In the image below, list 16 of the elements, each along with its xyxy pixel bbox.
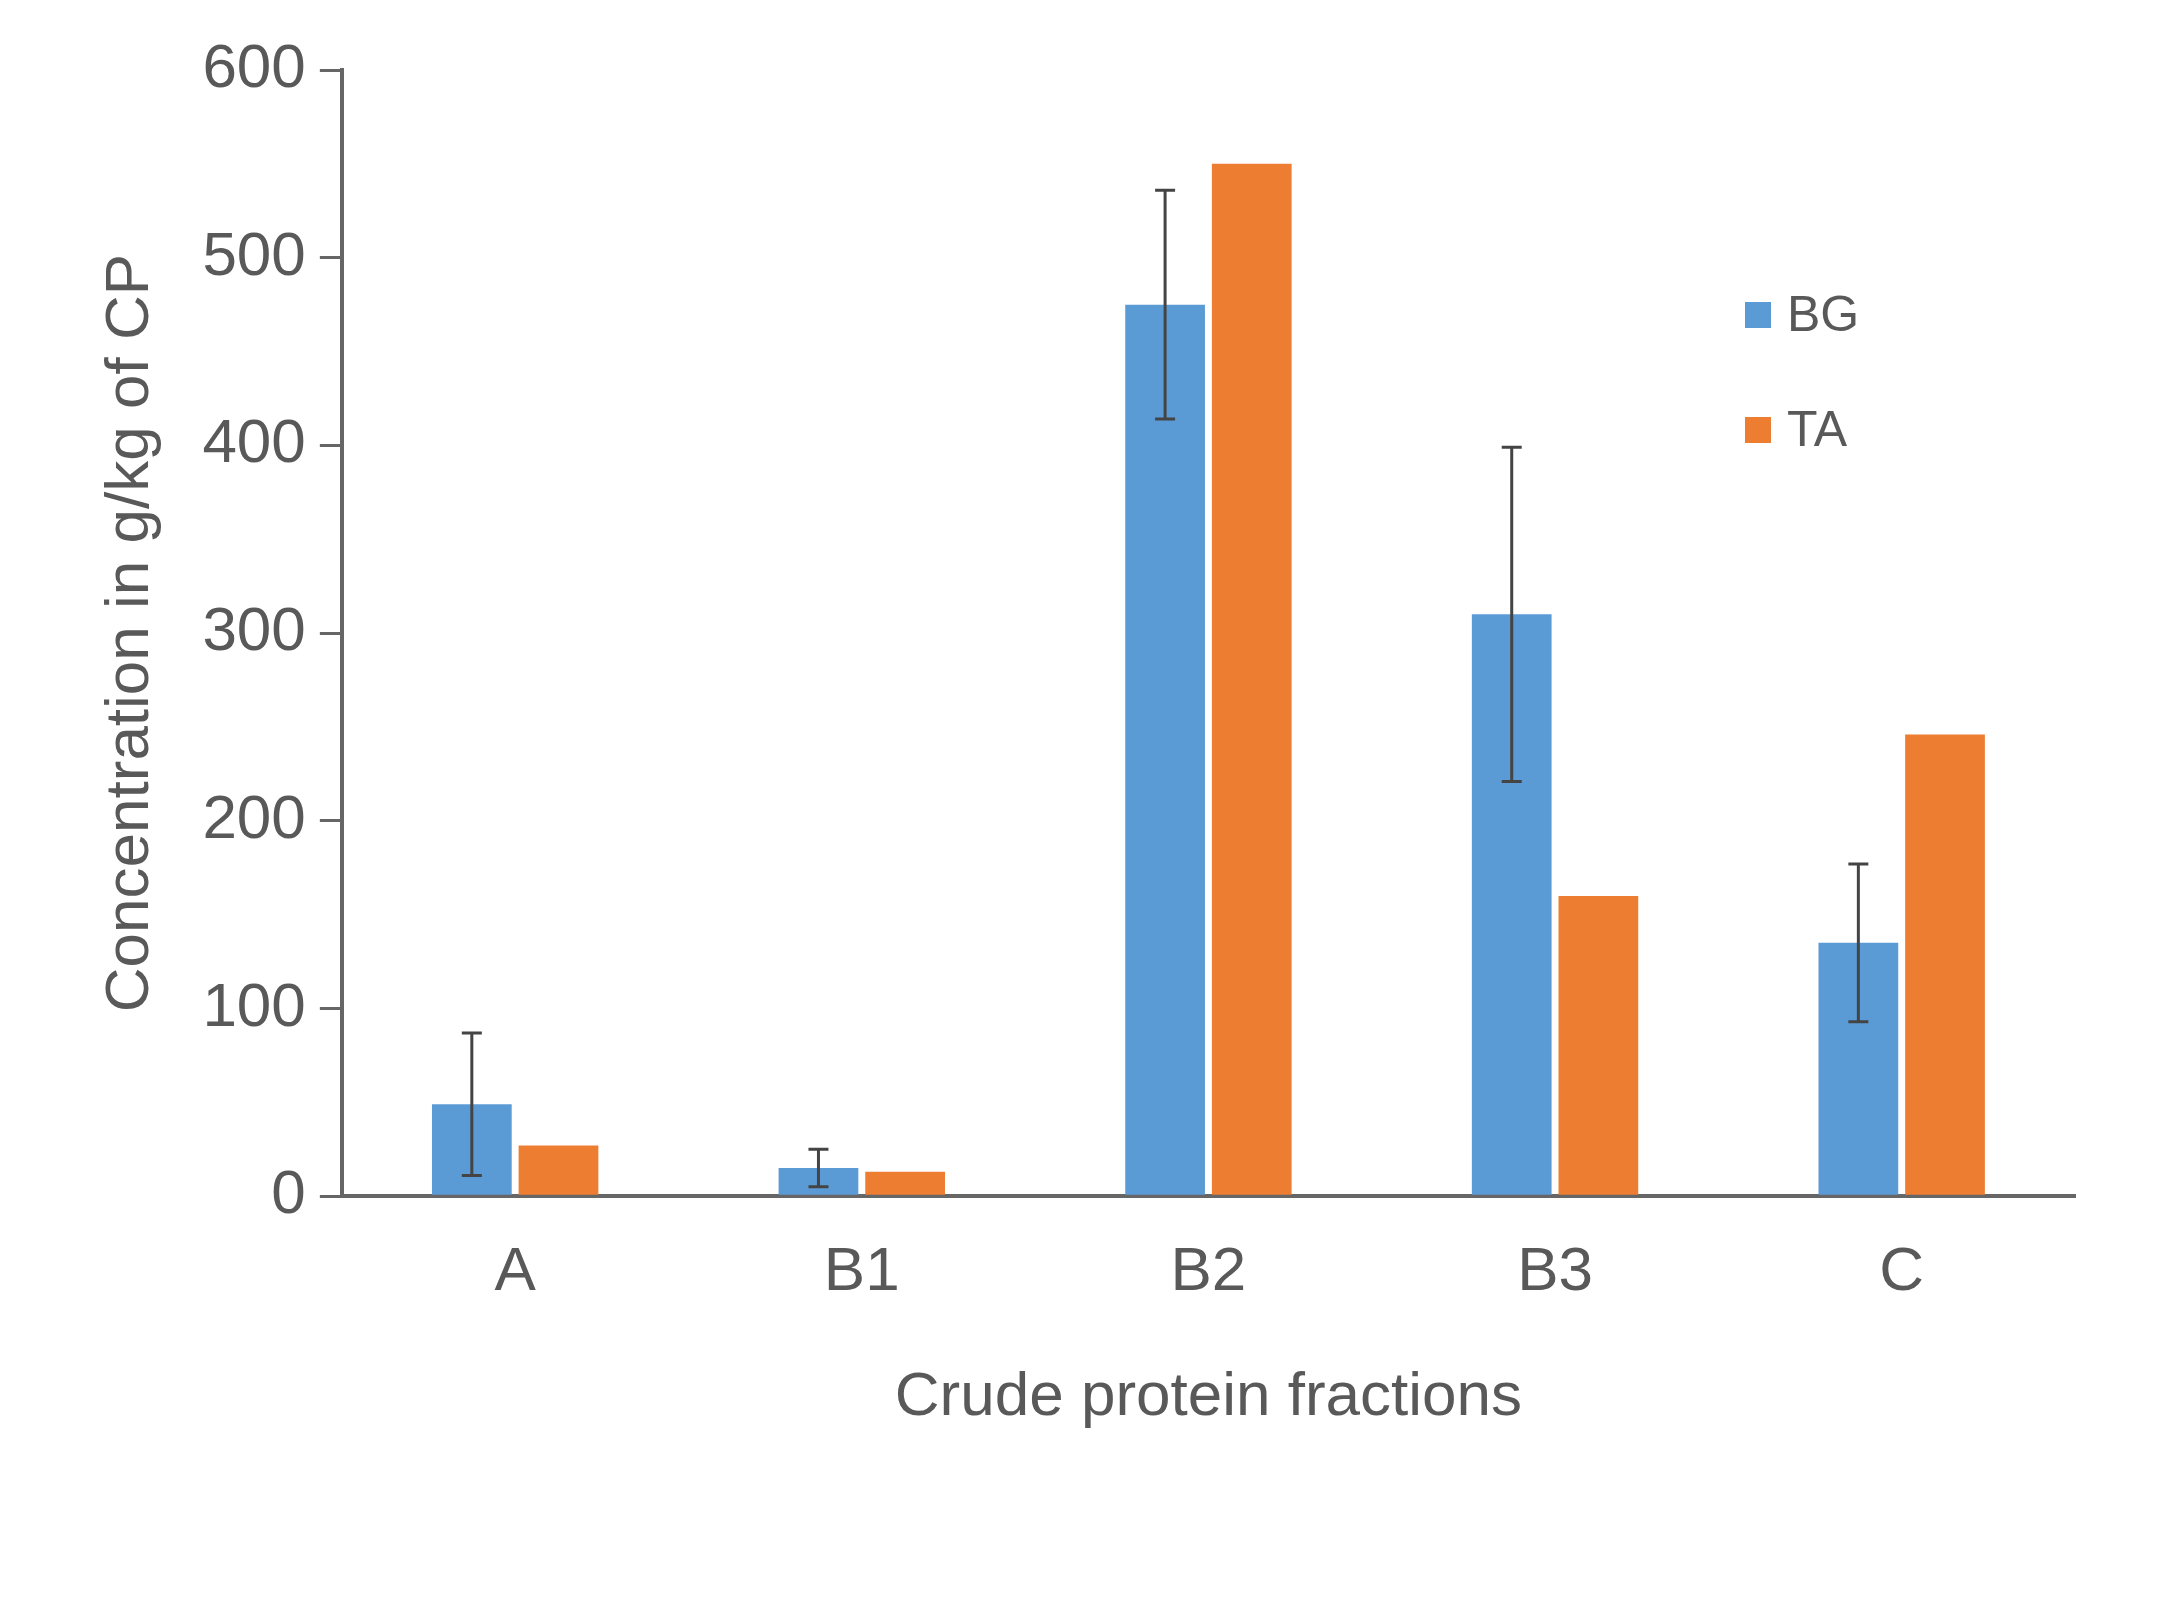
x-tick-label: A [494,1234,537,1304]
legend-label: BG [1787,285,1860,342]
y-tick-label: 300 [202,594,306,664]
x-tick-label: B1 [823,1234,900,1304]
y-tick-label: 500 [202,218,306,288]
legend-label: TA [1787,400,1848,457]
y-tick-label: 400 [202,406,306,476]
y-tick-label: 600 [202,31,306,101]
y-axis-title: Concentration in g/kg of CP [92,254,162,1013]
y-tick-label: 100 [202,969,306,1039]
x-tick-label: C [1879,1234,1925,1304]
y-tick-label: 0 [271,1157,306,1227]
x-tick-label: B2 [1170,1234,1247,1304]
x-tick-label: B3 [1517,1234,1593,1304]
x-axis-title: Crude protein fractions [894,1358,1523,1428]
y-tick-label: 200 [202,781,306,851]
